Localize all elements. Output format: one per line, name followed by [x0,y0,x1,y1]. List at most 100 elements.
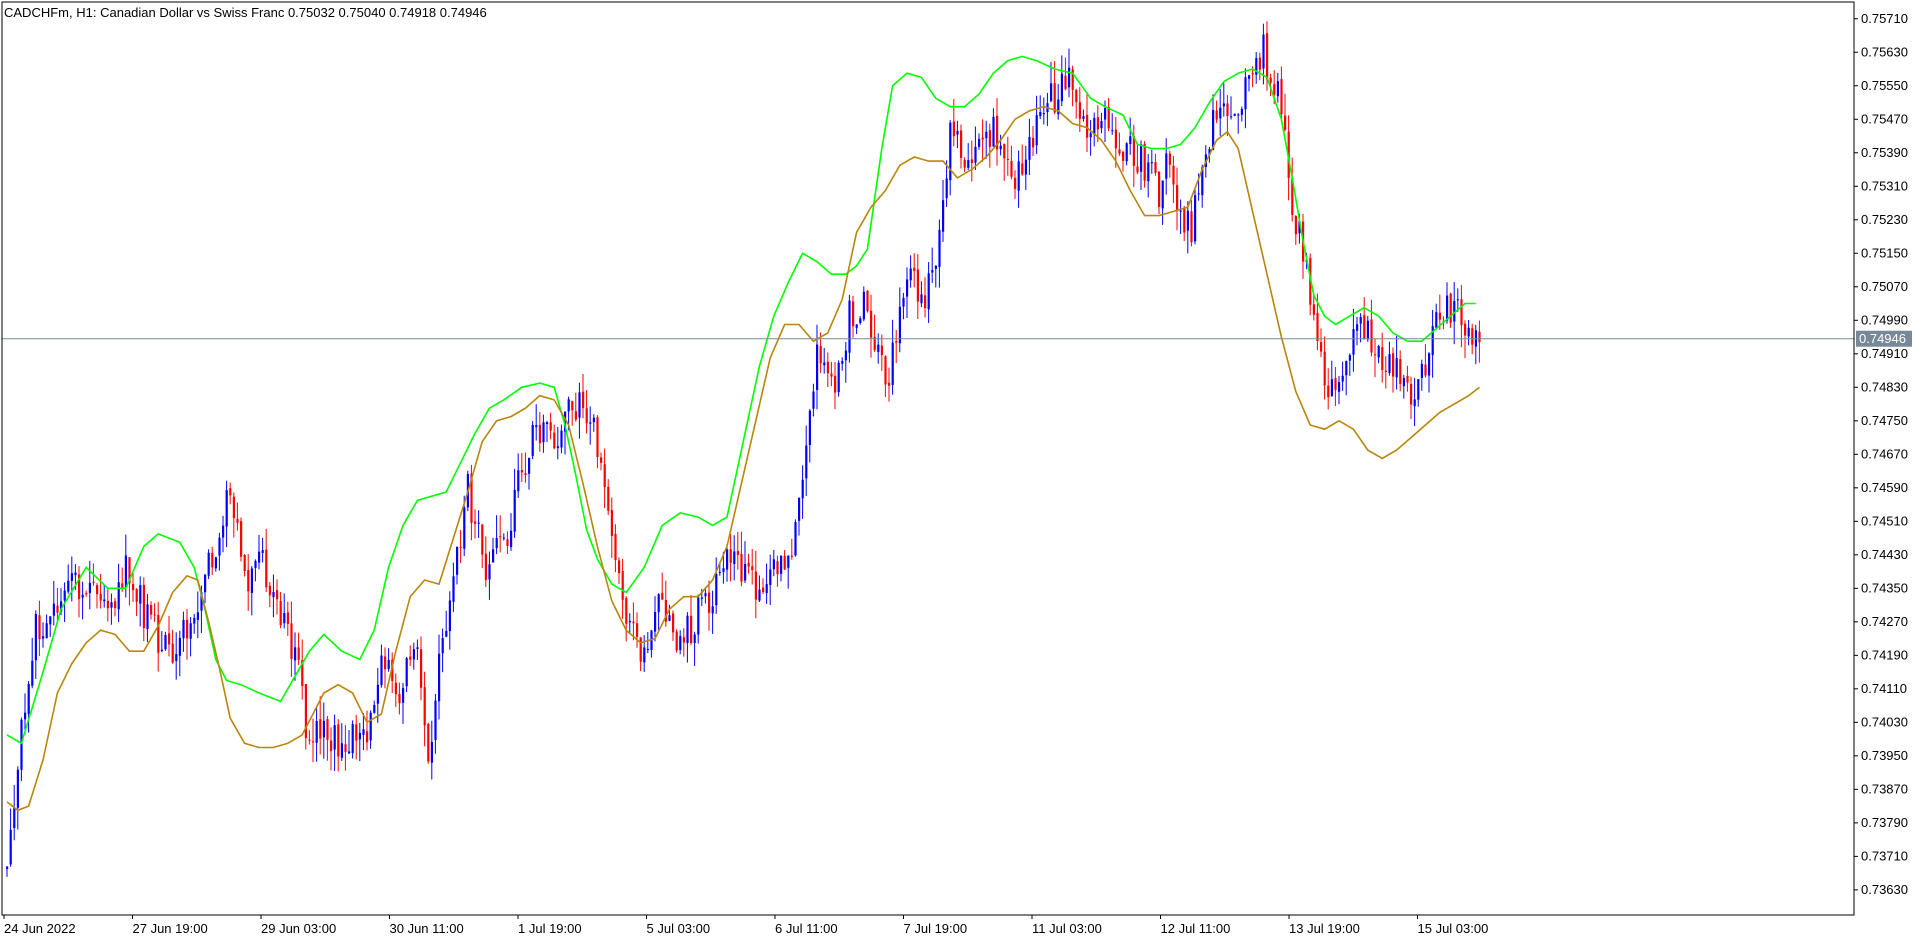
time-axis[interactable]: 24 Jun 2022 27 Jun 19:00 29 Jun 03:00 30 Ju… [3,915,1488,936]
y-tick-label: 0.75310 [1861,178,1908,193]
candle-body [60,601,63,612]
candle [1212,94,1215,151]
candle [340,723,343,761]
candle [801,465,804,519]
candle [783,550,786,571]
candle [88,560,91,610]
candle-body [549,422,552,431]
candle-body [171,643,174,663]
candle-body [1010,160,1013,177]
x-tick-label: 12 Jul 11:00 [1161,921,1231,936]
candle [290,601,293,677]
candle [1086,92,1089,153]
candle-body [888,382,891,386]
candle [1377,344,1380,364]
candle [571,400,574,426]
candle-body [1377,346,1380,358]
candle [427,722,430,764]
candle [214,556,217,572]
candle-body [430,741,433,763]
candle-body [1186,210,1189,231]
candle [301,639,304,700]
candle [1032,126,1035,157]
candle [574,392,577,422]
candle-body [283,612,286,624]
candle-body [315,721,318,743]
candle-body [110,602,113,608]
candle-body [164,634,167,650]
candle [1161,180,1164,225]
current-price-tag-bg [1856,330,1912,347]
candle [596,415,599,469]
candle-body [996,115,999,150]
candle [391,652,394,694]
candle-body [1435,312,1438,328]
candle [657,593,660,633]
candle [420,636,423,701]
candle [394,673,397,708]
candle-body [319,719,322,739]
candle [1118,132,1121,156]
candle [582,374,585,419]
candle [175,632,178,680]
candle-body [877,344,880,352]
candle-body [34,614,37,661]
candle-body [398,694,401,704]
candle-body [916,269,919,302]
candle-body [196,612,199,620]
candle-body [711,606,714,614]
candle-body [744,563,747,581]
candle [996,98,999,166]
candle [52,580,55,626]
candle [495,515,498,554]
candle-body [924,295,927,309]
candle-body [1176,185,1179,211]
candle-body [632,621,635,624]
candle [974,126,977,171]
candle [538,412,541,452]
candle [603,448,606,509]
candle-body [114,601,117,609]
candle [963,157,966,173]
candle-body [1150,162,1153,164]
candle [913,253,916,288]
candle-body [567,399,570,412]
candle-body [376,684,379,704]
candle [607,479,610,515]
candle [114,598,117,617]
candle-body [481,524,484,555]
candle-body [362,729,365,735]
candle [1035,95,1038,154]
candle-body [801,479,804,499]
chart-header: CADCHFm, H1: Canadian Dollar vs Swiss Fr… [4,5,487,20]
candle-body [794,522,797,556]
candle [1176,167,1179,231]
header-ohlc: 0.75032 0.75040 0.74918 0.74946 [288,5,487,20]
candle-body [1161,180,1164,209]
candle [1215,100,1218,124]
candle [542,414,545,453]
candle-body [232,496,235,519]
candle-body [718,571,721,573]
candle-body [268,585,271,596]
candle [758,575,761,603]
candle-body [780,555,783,574]
candle-body [1230,116,1233,118]
candle [232,492,235,538]
candle-body [978,138,981,147]
y-tick-label: 0.73630 [1861,882,1908,897]
candle [823,347,826,374]
candle [736,531,739,570]
candle-body [38,615,41,639]
candle [384,647,387,689]
candle-body [124,555,127,588]
candle [247,554,250,611]
candle-body [657,594,660,613]
candle [628,613,631,634]
candle-body [1006,159,1009,161]
candle-body [1345,361,1348,376]
price-axis[interactable]: 0.75710 0.75630 0.75550 0.75470 0.75390 0.753… [1854,11,1908,897]
candle-body [1381,347,1384,370]
